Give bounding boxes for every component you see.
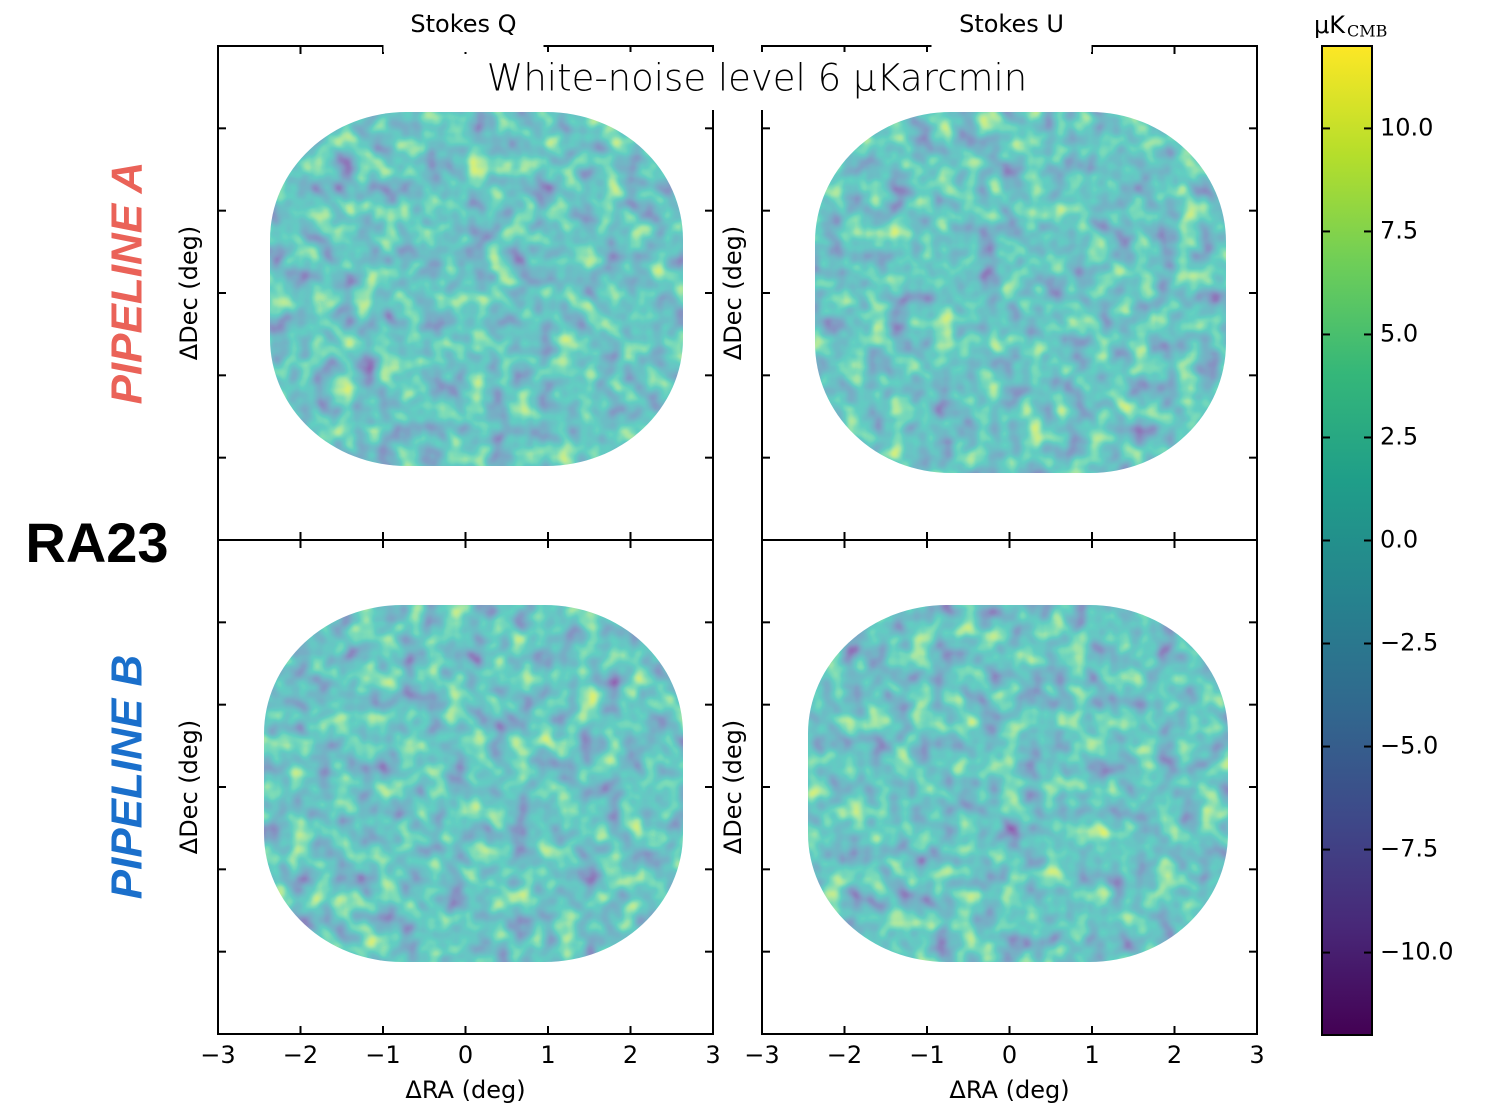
y-axis-label: ΔDec (deg) — [175, 720, 203, 854]
row-label: PIPELINE A — [103, 162, 152, 405]
figure-title: White-noise level 6 μKarcmin — [487, 57, 1028, 100]
y-axis-label: ΔDec (deg) — [719, 226, 747, 360]
x-axis-label: ΔRA (deg) — [405, 1076, 525, 1104]
side-label: RA23 — [25, 511, 168, 574]
x-axis-label: ΔRA (deg) — [949, 1076, 1069, 1104]
maps — [217, 45, 1258, 1035]
noise-field — [815, 112, 1226, 473]
column-title: Stokes Q — [410, 10, 516, 38]
row-label: PIPELINE B — [103, 655, 152, 900]
title-backdrop — [383, 40, 544, 52]
title-backdrop — [488, 52, 1028, 110]
x-tick-label: −1 — [365, 1041, 400, 1069]
x-tick-label: 1 — [540, 1041, 555, 1069]
y-axis-label: ΔDec (deg) — [719, 720, 747, 854]
noise-field — [264, 605, 683, 962]
noise-field — [270, 112, 683, 466]
colorbar-tick-label: 5.0 — [1380, 319, 1418, 347]
x-tick-label: −1 — [909, 1041, 944, 1069]
map-image — [270, 112, 683, 466]
map-image — [808, 605, 1228, 962]
map-image — [815, 112, 1226, 473]
map-image — [264, 605, 683, 962]
x-tick-label: −3 — [744, 1041, 779, 1069]
colorbar-label-sub: CMB — [1347, 22, 1387, 41]
x-tick-label: −3 — [200, 1041, 235, 1069]
colorbar-tick-label: −5.0 — [1380, 732, 1438, 760]
colorbar — [1321, 45, 1373, 1036]
colorbar-tick-label: −2.5 — [1380, 629, 1438, 657]
x-tick-label: −2 — [283, 1041, 318, 1069]
x-tick-label: 3 — [705, 1041, 720, 1069]
column-title: Stokes U — [959, 10, 1064, 38]
colorbar-tick-label: −7.5 — [1380, 835, 1438, 863]
title-backdrop — [931, 40, 1092, 52]
x-tick-label: 2 — [623, 1041, 638, 1069]
colorbar-tick-label: 7.5 — [1380, 216, 1418, 244]
x-tick-label: 0 — [458, 1041, 473, 1069]
colorbar-tick-label: 2.5 — [1380, 422, 1418, 450]
y-axis-label: ΔDec (deg) — [175, 226, 203, 360]
x-tick-label: 3 — [1249, 1041, 1264, 1069]
x-tick-label: 2 — [1167, 1041, 1182, 1069]
noise-field — [808, 605, 1228, 962]
x-tick-label: −2 — [827, 1041, 862, 1069]
x-tick-label: 1 — [1084, 1041, 1099, 1069]
x-tick-label: 0 — [1002, 1041, 1017, 1069]
colorbar-tick-label: 0.0 — [1380, 526, 1418, 554]
colorbar-label: μK — [1314, 11, 1346, 39]
colorbar-tick-label: 10.0 — [1380, 113, 1433, 141]
colorbar-tick-label: −10.0 — [1380, 938, 1454, 966]
